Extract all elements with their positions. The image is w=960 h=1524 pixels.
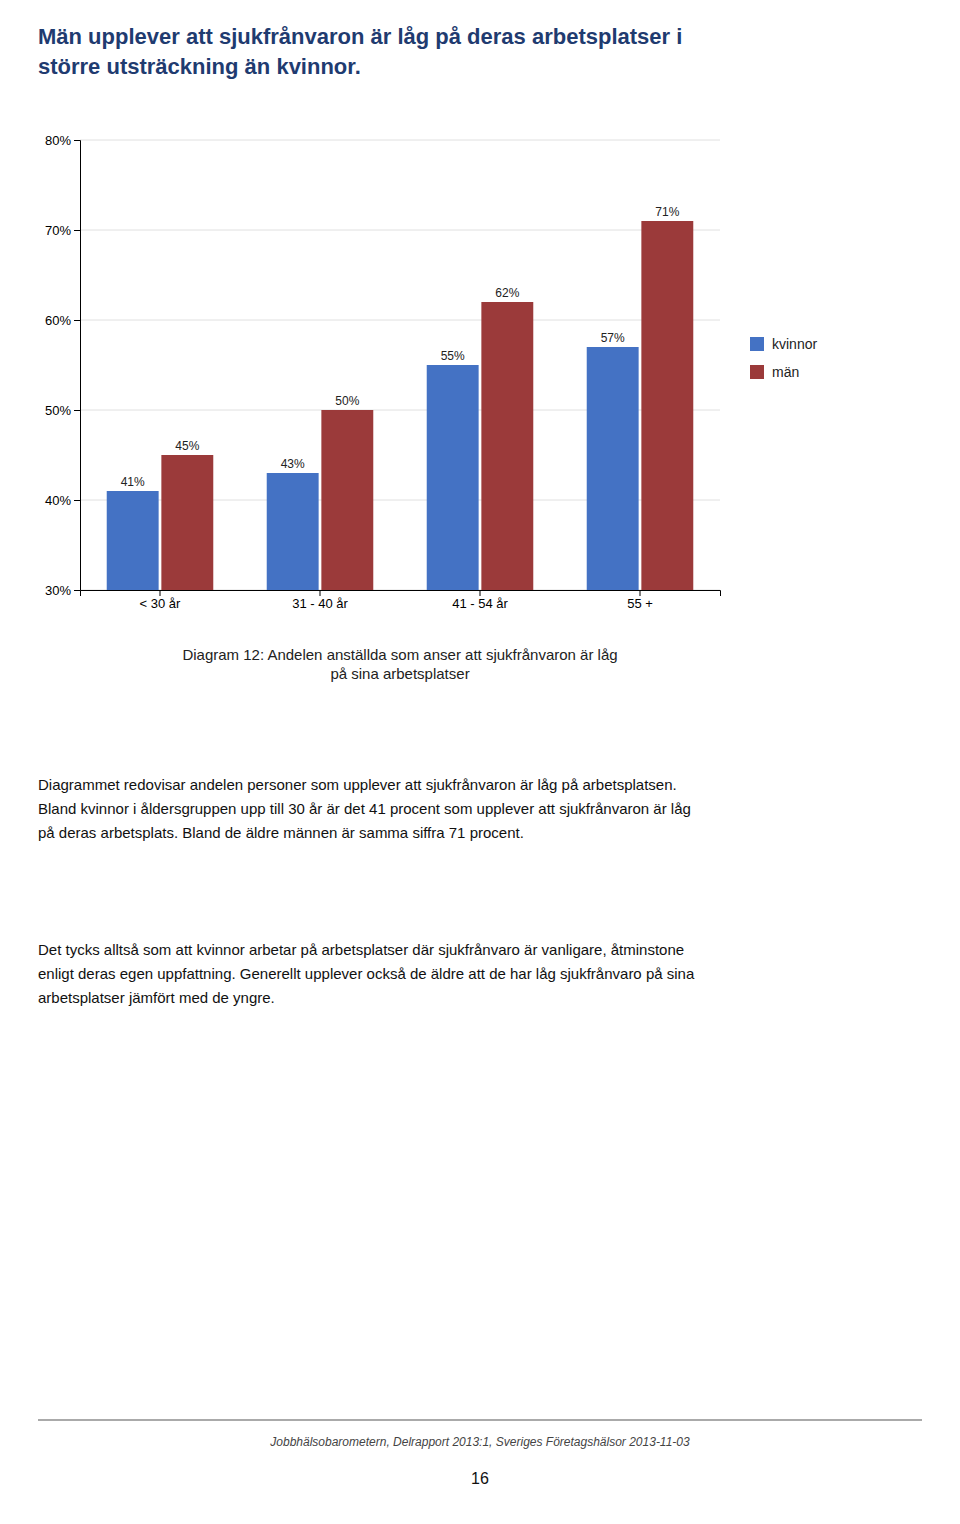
y-tick-mark xyxy=(74,590,80,591)
chart-caption: Diagram 12: Andelen anställda som anser … xyxy=(182,646,617,682)
y-tick-label: 40% xyxy=(45,493,71,508)
y-tick: 40% xyxy=(45,493,80,508)
y-tick-label: 80% xyxy=(45,133,71,148)
y-tick-mark xyxy=(74,410,80,411)
footer-rule xyxy=(38,1419,922,1421)
grid-line xyxy=(80,230,720,231)
bar xyxy=(267,473,319,590)
x-tick-label: < 30 år xyxy=(140,596,182,611)
grid-line xyxy=(80,320,720,321)
x-tick-mark xyxy=(320,590,321,596)
y-tick-mark xyxy=(74,320,80,321)
y-tick-mark xyxy=(74,500,80,501)
legend-swatch xyxy=(750,337,764,351)
x-tick-label: 41 - 54 år xyxy=(452,596,508,611)
data-label: 45% xyxy=(175,439,199,453)
page-number-line: 16 xyxy=(471,1470,489,1487)
x-tick-label: 31 - 40 år xyxy=(292,596,348,611)
y-tick: 70% xyxy=(45,223,80,238)
y-axis: 30% 40% 50% 60% 70% 80% xyxy=(45,133,81,598)
y-tick: 60% xyxy=(45,313,80,328)
body-text: Diagrammet redovisar andelen personer so… xyxy=(38,776,691,841)
body-text-line: arbetsplatser jämfört med de yngre. xyxy=(38,989,275,1006)
body-text-line: enligt deras egen uppfattning. Generellt… xyxy=(38,965,695,982)
y-tick-label: 30% xyxy=(45,583,71,598)
bar xyxy=(321,410,373,590)
y-tick: 80% xyxy=(45,133,80,148)
bar xyxy=(161,455,213,590)
bar xyxy=(641,221,693,590)
chart: 30% 40% 50% 60% 70% 80% < 30 år 31 - 40 år 41 - … xyxy=(45,133,818,612)
body-text: Det tycks alltså som att kvinnor arbetar… xyxy=(38,941,695,1006)
y-tick-label: 50% xyxy=(45,403,71,418)
y-tick: 30% xyxy=(45,583,80,598)
footer-text-line: Jobbhälsobarometern, Delrapport 2013:1, … xyxy=(269,1435,690,1449)
data-labels: 41% 43% 55% 57% 45% 50% 62% 71% xyxy=(121,205,680,489)
footer-text: Jobbhälsobarometern, Delrapport 2013:1, … xyxy=(269,1435,690,1449)
axis-line xyxy=(74,141,81,591)
grid xyxy=(80,140,720,590)
series xyxy=(161,221,693,590)
body-text-line: Bland kvinnor i åldersgruppen upp till 3… xyxy=(38,800,691,817)
data-label: 41% xyxy=(121,475,145,489)
y-tick-mark xyxy=(74,230,80,231)
legend-label: män xyxy=(772,364,799,380)
bar xyxy=(107,491,159,590)
body-text-line: Det tycks alltså som att kvinnor arbetar… xyxy=(38,941,684,958)
x-tick-label: 55 + xyxy=(627,596,653,611)
legend-swatch xyxy=(750,365,764,379)
chart-title-line: större utsträckning än kvinnor. xyxy=(38,54,361,79)
body-text-line: Diagrammet redovisar andelen personer so… xyxy=(38,776,677,793)
x-tick-mark xyxy=(480,590,481,596)
body-text-line: på deras arbetsplats. Bland de äldre män… xyxy=(38,824,524,841)
x-tick-mark xyxy=(160,590,161,596)
x-tick-mark xyxy=(640,590,641,596)
data-label: 71% xyxy=(655,205,679,219)
data-label: 62% xyxy=(495,286,519,300)
y-tick-mark xyxy=(74,140,80,141)
data-label: 55% xyxy=(441,349,465,363)
legend-item: kvinnor xyxy=(750,336,817,352)
data-label: 57% xyxy=(601,331,625,345)
x-axis: < 30 år 31 - 40 år 41 - 54 år 55 + xyxy=(81,590,721,611)
bar xyxy=(427,365,479,590)
axis-line xyxy=(81,591,721,597)
data-label: 43% xyxy=(281,457,305,471)
chart-title-line: Män upplever att sjukfrånvaron är låg på… xyxy=(38,24,682,49)
x-tick: < 30 år xyxy=(140,590,182,611)
x-tick: 31 - 40 år xyxy=(292,590,348,611)
data-label: 50% xyxy=(335,394,359,408)
x-tick: 55 + xyxy=(627,590,653,611)
page-number: 16 xyxy=(471,1470,489,1487)
bar xyxy=(481,302,533,590)
chart-caption-line: på sina arbetsplatser xyxy=(330,665,469,682)
x-tick: 41 - 54 år xyxy=(452,590,508,611)
y-tick: 50% xyxy=(45,403,80,418)
legend-item: män xyxy=(750,364,799,380)
y-tick-label: 70% xyxy=(45,223,71,238)
grid-line xyxy=(80,140,720,141)
chart-caption-line: Diagram 12: Andelen anställda som anser … xyxy=(182,646,617,663)
legend: kvinnor män xyxy=(750,336,817,380)
bars xyxy=(107,221,694,590)
chart-title: Män upplever att sjukfrånvaron är låg på… xyxy=(38,24,682,79)
legend-label: kvinnor xyxy=(772,336,817,352)
bar xyxy=(587,347,639,590)
series xyxy=(107,347,639,590)
y-tick-label: 60% xyxy=(45,313,71,328)
page: Män upplever att sjukfrånvaron är låg på… xyxy=(0,0,960,1524)
